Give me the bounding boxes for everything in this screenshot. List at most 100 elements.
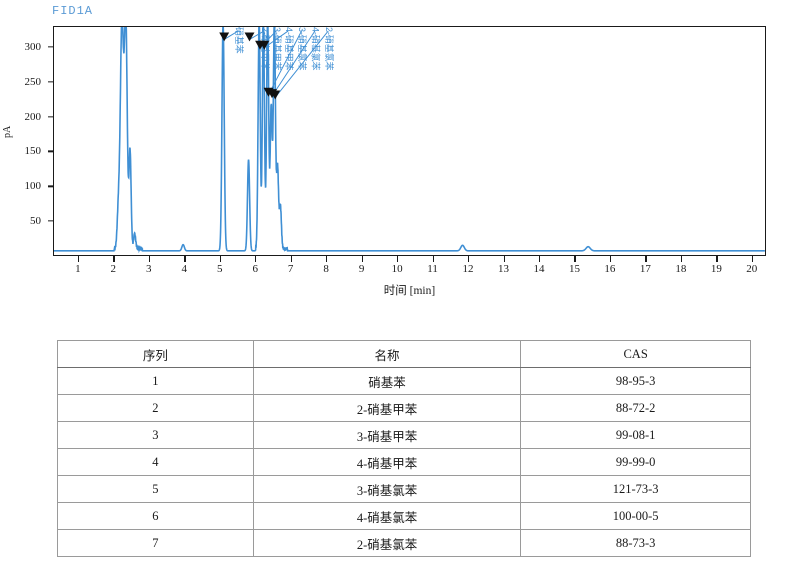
x-tick-mark (503, 256, 505, 262)
peak-leader-line (263, 30, 289, 49)
table-cell-name: 2-硝基氯苯 (252, 529, 522, 557)
peak-leader-line (271, 30, 316, 97)
table-cell-seq: 1 (57, 367, 254, 395)
peak-leader-line (274, 30, 329, 98)
y-tick-label: 300 (24, 40, 42, 53)
table-row: 2 2-硝基甲苯 88-72-2 (57, 394, 751, 422)
table-cell-cas: 121-73-3 (520, 475, 751, 503)
y-tick-label: 150 (24, 145, 42, 158)
x-tick-mark (290, 256, 292, 262)
x-tick-label: 14 (533, 263, 545, 275)
x-tick-label: 13 (498, 263, 509, 275)
x-tick-label: 8 (323, 263, 329, 275)
x-tick-mark (326, 256, 328, 262)
y-tick-mark (48, 220, 53, 222)
x-axis: 1 2 3 4 5 6 7 8 9 10 11 12 13 14 15 16 17 18 19 20 时间 [min] (53, 256, 766, 316)
table-cell-seq: 4 (57, 448, 254, 476)
table-header-cell-1: 序列 (57, 340, 254, 368)
table-row: 5 3-硝基氯苯 121-73-3 (57, 475, 751, 503)
x-tick-label: 9 (358, 263, 365, 275)
x-tick-label: 12 (462, 263, 474, 275)
peak-arrowhead (219, 32, 230, 42)
x-tick-label: 5 (216, 263, 223, 275)
plot-area: 硝基苯 2-硝基甲苯 3-硝基甲苯 4-硝基甲苯 3-硝基氯苯 4-硝基氯苯 2-硝基氯苯 (53, 26, 766, 256)
peak-arrowhead (259, 40, 270, 50)
table-cell-seq: 2 (57, 394, 254, 422)
x-tick-mark (680, 256, 683, 262)
peak-label-2: 2-硝基甲苯 (260, 27, 271, 71)
y-tick-label: 100 (24, 180, 42, 193)
y-tick-label: 250 (24, 75, 42, 88)
x-tick-label: 17 (639, 263, 651, 275)
peak-label-6: 4-硝基氯苯 (311, 27, 322, 71)
table-cell-cas: 99-08-1 (520, 421, 751, 449)
x-tick-mark (113, 256, 115, 262)
table-cell-cas: 99-99-0 (520, 448, 751, 476)
table-cell-name: 2-硝基甲苯 (252, 394, 522, 422)
table-cell-name: 4-硝基氯苯 (252, 502, 522, 530)
table-row: 4 4-硝基甲苯 99-99-0 (57, 448, 751, 476)
peak-leader-line (268, 30, 302, 95)
y-axis: pA 50 100 150 200 250 300 (0, 0, 53, 320)
table-cell-seq: 7 (57, 529, 254, 557)
table-header-cell-3: CAS (520, 340, 751, 368)
compound-table: 序列 名称 CAS 1 硝基苯 98-95-3 2 2-硝基甲苯 88-72-2 3 3-硝基甲苯 9… (57, 340, 751, 557)
x-tick-mark (645, 256, 647, 262)
y-tick-label: 50 (30, 215, 41, 228)
table-cell-name: 3-硝基氯苯 (252, 475, 522, 503)
x-tick-mark (716, 256, 718, 262)
table-cell-name: 4-硝基甲苯 (252, 448, 522, 476)
chromatogram-trace (54, 27, 765, 255)
x-tick-label: 11 (427, 263, 438, 275)
x-tick-mark (468, 256, 470, 262)
y-tick-mark (48, 150, 53, 153)
x-tick-mark (609, 256, 612, 262)
signal-label: FID1A (52, 4, 94, 18)
x-tick-label: 10 (391, 263, 403, 275)
x-tick-mark (361, 256, 363, 262)
x-tick-label: 4 (181, 263, 187, 275)
peak-arrowhead (270, 90, 281, 100)
x-tick-label: 19 (710, 263, 722, 275)
table-cell-cas: 100-00-5 (520, 502, 751, 530)
peak-label-3: 3-硝基甲苯 (272, 27, 283, 71)
peak-annotation-layer: 硝基苯 2-硝基甲苯 3-硝基甲苯 4-硝基甲苯 3-硝基氯苯 4-硝基氯苯 2-硝基氯苯 (219, 27, 335, 100)
y-tick-mark (48, 46, 53, 48)
x-tick-label: 15 (568, 263, 580, 275)
x-tick-mark (255, 256, 257, 262)
x-tick-label: 1 (75, 263, 81, 275)
y-axis-title: pA (2, 125, 13, 138)
y-tick-label: 200 (24, 110, 42, 123)
table-cell-name: 硝基苯 (252, 367, 522, 395)
chromatogram-panel: FID1A pA 50 100 150 200 250 300 硝基苯 2-硝基甲苯 3-硝基… (0, 0, 766, 320)
table-row: 3 3-硝基甲苯 99-08-1 (57, 421, 751, 449)
table-cell-seq: 3 (57, 421, 254, 449)
peak-label-4: 4-硝基甲苯 (284, 27, 295, 71)
x-tick-label: 18 (675, 263, 687, 275)
table-cell-name: 3-硝基甲苯 (252, 421, 522, 449)
table-row: 7 2-硝基氯苯 88-73-3 (57, 529, 751, 557)
x-tick-label: 6 (252, 263, 258, 275)
x-axis-title: 时间 [min] (383, 285, 436, 297)
peak-label-7: 2-硝基氯苯 (324, 27, 335, 71)
table-cell-cas: 88-73-3 (520, 529, 751, 557)
table-cell-seq: 5 (57, 475, 254, 503)
x-tick-label: 3 (146, 263, 152, 275)
peak-leader-line (223, 30, 239, 40)
table-header-row: 序列 名称 CAS (57, 340, 751, 368)
table-row: 1 硝基苯 98-95-3 (57, 367, 751, 395)
x-tick-mark (184, 256, 186, 262)
x-tick-label: 16 (604, 263, 616, 275)
x-tick-mark (432, 256, 434, 262)
x-tick-label: 20 (746, 263, 758, 275)
x-tick-label: 7 (287, 263, 294, 275)
y-tick-mark (48, 81, 53, 83)
x-tick-mark (148, 256, 151, 262)
x-tick-mark (751, 256, 754, 262)
peak-leader-line (249, 30, 265, 40)
table-header-cell-2: 名称 (252, 340, 522, 368)
peak-label-1: 硝基苯 (234, 27, 245, 54)
x-tick-mark (219, 256, 222, 262)
x-tick-label: 2 (110, 263, 117, 275)
x-tick-mark (574, 256, 576, 262)
